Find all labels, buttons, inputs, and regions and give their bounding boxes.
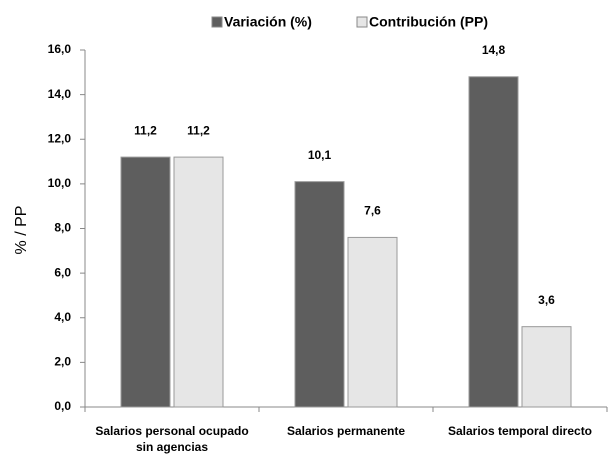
- y-tick-label: 0,0: [54, 399, 71, 413]
- data-label: 3,6: [538, 293, 555, 307]
- bar: [347, 236, 398, 408]
- bar: [294, 181, 345, 408]
- y-tick-label: 10,0: [48, 176, 72, 190]
- bar: [521, 326, 572, 408]
- y-tick-label: 4,0: [54, 310, 71, 324]
- bar: [120, 156, 171, 408]
- data-label: 10,1: [308, 148, 332, 162]
- y-tick-label: 12,0: [48, 131, 72, 145]
- legend-swatch: [356, 16, 368, 28]
- bar: [173, 156, 224, 408]
- y-tick-label: 6,0: [54, 265, 71, 279]
- data-label: 7,6: [364, 204, 381, 218]
- y-axis-label: % / PP: [13, 206, 30, 255]
- legend-label: Variación (%): [224, 14, 312, 30]
- data-label: 11,2: [134, 123, 157, 137]
- y-tick-label: 2,0: [54, 355, 71, 369]
- y-tick-label: 8,0: [54, 221, 71, 235]
- data-label: 11,2: [187, 123, 210, 137]
- y-tick-label: 14,0: [48, 87, 72, 101]
- data-label: 14,8: [482, 43, 506, 57]
- legend-swatch: [211, 16, 223, 28]
- x-tick-label: Salarios temporal directo: [447, 424, 593, 438]
- x-tick-label: Salarios personal ocupado sin agencias: [95, 424, 249, 454]
- y-tick-label: 16,0: [48, 42, 72, 56]
- legend-label: Contribución (PP): [369, 14, 488, 30]
- x-tick-label: Salarios permanente: [286, 424, 406, 438]
- bar: [468, 76, 519, 408]
